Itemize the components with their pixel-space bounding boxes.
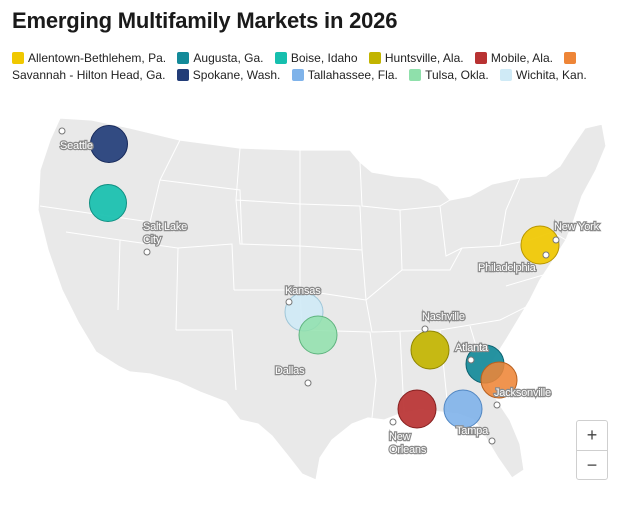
legend-label: Augusta, Ga.: [193, 51, 264, 65]
city-label-nashville: Nashville: [422, 311, 465, 323]
zoom-out-button[interactable]: −: [577, 450, 607, 479]
legend-swatch: [500, 69, 513, 81]
legend-label: Tallahassee, Fla.: [307, 68, 398, 82]
city-label-philadelphia: Philadelphia: [478, 262, 537, 274]
legend-item-huntsville[interactable]: Huntsville, Ala.: [368, 51, 464, 65]
market-tallahassee[interactable]: [443, 389, 483, 429]
city-dots: [58, 127, 560, 445]
legend-item-wichita[interactable]: Wichita, Kan.: [500, 68, 587, 82]
legend-swatch: [564, 52, 577, 64]
city-label-new-orleans-line2: Orleans: [389, 444, 427, 456]
legend-item-savannah[interactable]: Savannah - Hilton Head, Ga.: [12, 51, 580, 82]
city-label-atlanta: Atlanta: [455, 342, 489, 354]
zoom-in-button[interactable]: +: [586, 425, 598, 445]
legend-label: Spokane, Wash.: [192, 68, 281, 82]
us-landmass: [37, 117, 607, 481]
legend-item-mobile[interactable]: Mobile, Ala.: [474, 51, 553, 65]
city-label-jacksonville: Jacksonville: [494, 387, 551, 399]
legend-swatch: [176, 69, 189, 81]
city-label-new-orleans-line1: New: [389, 431, 411, 443]
legend-label: Huntsville, Ala.: [384, 51, 464, 65]
market-boise[interactable]: [89, 184, 127, 222]
legend-item-boise[interactable]: Boise, Idaho: [274, 51, 358, 65]
market-spokane[interactable]: [90, 125, 128, 163]
city-label-dallas: Dallas: [275, 365, 305, 377]
city-label-salt-lake-line1: Salt Lake: [143, 221, 187, 233]
legend-swatch: [409, 69, 422, 81]
market-savannah[interactable]: [480, 361, 518, 399]
city-label-tampa: Tampa: [456, 425, 489, 437]
legend: Allentown-Bethlehem, Pa. Augusta, Ga. Bo…: [12, 50, 612, 84]
us-map-svg: Seattle Salt Lake City Kansas Dallas Nas…: [37, 117, 607, 481]
legend-label: Mobile, Ala.: [490, 51, 553, 65]
legend-item-tulsa[interactable]: Tulsa, Okla.: [409, 68, 489, 82]
legend-swatch: [274, 52, 287, 64]
legend-label: Tulsa, Okla.: [425, 68, 489, 82]
market-huntsville[interactable]: [410, 330, 450, 370]
zoom-control: + −: [576, 420, 608, 480]
market-allentown[interactable]: [520, 225, 560, 265]
legend-label: Wichita, Kan.: [516, 68, 587, 82]
legend-swatch: [177, 52, 190, 64]
legend-label: Boise, Idaho: [290, 51, 358, 65]
legend-item-spokane[interactable]: Spokane, Wash.: [176, 68, 281, 82]
market-tulsa[interactable]: [298, 315, 338, 355]
page-title: Emerging Multifamily Markets in 2026: [12, 8, 398, 33]
legend-item-augusta[interactable]: Augusta, Ga.: [177, 51, 263, 65]
legend-label: Savannah - Hilton Head, Ga.: [12, 68, 166, 82]
city-label-salt-lake-line2: City: [143, 234, 162, 246]
city-label-salt-lake-city: Salt Lake City: [143, 221, 190, 246]
legend-item-tallahassee[interactable]: Tallahassee, Fla.: [291, 68, 398, 82]
market-mobile[interactable]: [397, 389, 437, 429]
legend-swatch: [291, 69, 304, 81]
city-label-seattle: Seattle: [60, 140, 93, 152]
city-label-new-orleans: New Orleans: [389, 431, 427, 456]
legend-swatch: [368, 52, 381, 64]
legend-swatch: [12, 52, 24, 64]
city-label-kansas: Kansas: [285, 285, 321, 297]
legend-item-allentown[interactable]: Allentown-Bethlehem, Pa.: [12, 51, 166, 65]
city-label-new-york: New York: [554, 221, 600, 233]
map[interactable]: Seattle Salt Lake City Kansas Dallas Nas…: [0, 100, 622, 507]
legend-swatch: [474, 52, 487, 64]
legend-label: Allentown-Bethlehem, Pa.: [28, 51, 167, 65]
